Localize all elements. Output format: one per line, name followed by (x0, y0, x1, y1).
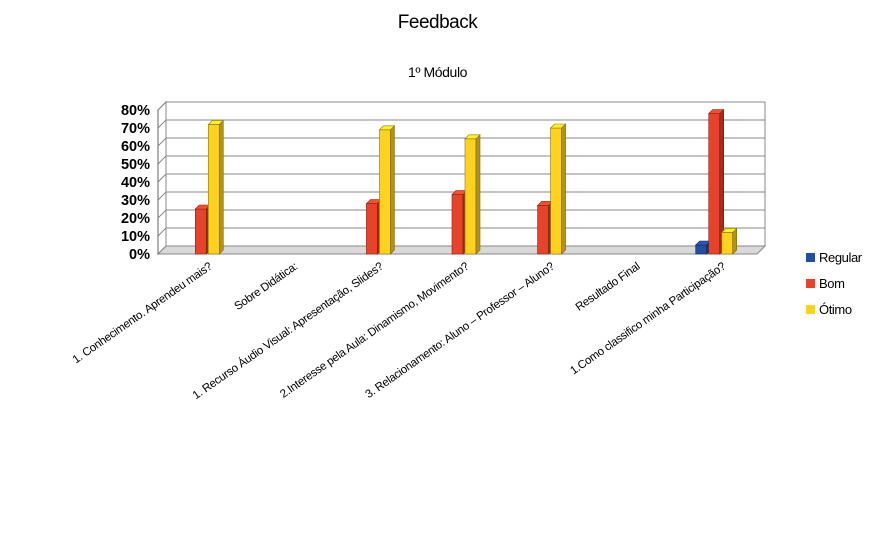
y-tick-label: 30% (121, 193, 150, 209)
legend-label: Regular (819, 250, 863, 265)
y-tick-label: 20% (121, 211, 150, 227)
bar-ótimo (720, 227, 738, 255)
x-tick-label: 1. Conhecimento. Aprendeu mais? (71, 261, 215, 367)
x-axis: 1. Conhecimento. Aprendeu mais? Sobre Did… (71, 260, 728, 402)
bar-ótimo (378, 125, 396, 255)
chart-title: Feedback (397, 12, 478, 33)
x-tick-label: 1. Recurso Áudio Visual: Apresentação, S… (190, 260, 386, 402)
x-tick-label: 2.Interesse pela Aula: Dinamismo, Movime… (278, 261, 471, 401)
y-tick-label: 50% (121, 157, 150, 173)
y-axis: 0% 10% 20% 30% 40% 50% 60% 70% 80% (121, 103, 159, 263)
chart-subtitle: 1º Módulo (407, 64, 468, 80)
gridline (157, 119, 765, 129)
gridline (157, 137, 765, 147)
x-tick-label: 3. Relacionamento: Aluno – Professor – A… (364, 261, 557, 401)
legend-label: Bom (819, 276, 845, 291)
legend-swatch (806, 305, 815, 314)
bar-ótimo (207, 119, 225, 255)
bars (194, 108, 738, 255)
gridline (157, 101, 765, 111)
y-tick-label: 40% (121, 175, 150, 191)
legend-item-ótimo: Ótimo (806, 302, 852, 317)
gridline (157, 173, 765, 183)
x-tick-label: Sobre Didática: (232, 261, 300, 313)
y-tick-label: 10% (121, 229, 150, 245)
x-tick-label: Resultado Final (574, 261, 643, 314)
legend-item-regular: Regular (806, 250, 863, 265)
legend-swatch (806, 279, 815, 288)
bar-ótimo (464, 134, 481, 255)
y-tick-label: 0% (129, 247, 150, 263)
legend-item-bom: Bom (806, 276, 845, 291)
bar-ótimo (549, 123, 567, 255)
legend: Regular Bom Ótimo (806, 250, 863, 317)
y-tick-label: 70% (121, 121, 150, 137)
x-tick-label: 1.Como classifico minha Participação? (568, 261, 728, 378)
legend-label: Ótimo (819, 302, 852, 317)
gridline (157, 155, 765, 165)
y-tick-label: 60% (121, 139, 150, 155)
y-tick-label: 80% (121, 103, 150, 119)
legend-swatch (806, 253, 815, 262)
